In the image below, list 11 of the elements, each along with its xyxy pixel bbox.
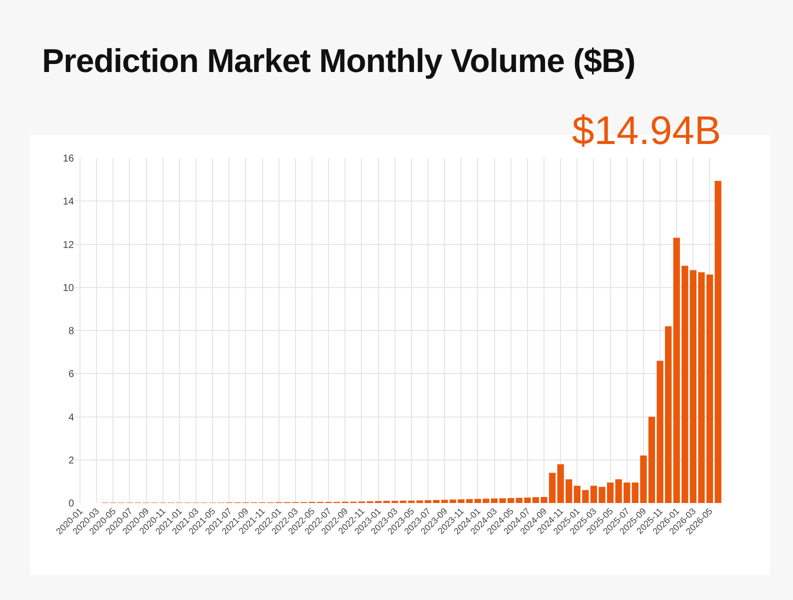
y-tick-label: 14 <box>62 196 74 208</box>
y-tick-label: 4 <box>68 412 74 424</box>
chart-title: Prediction Market Monthly Volume ($B) <box>42 42 636 80</box>
y-tick-label: 6 <box>68 369 74 380</box>
y-tick-label: 10 <box>62 282 74 294</box>
text: $14.94B <box>572 109 722 153</box>
y-tick-label: 0 <box>68 498 74 510</box>
y-tick-label: 16 <box>62 154 74 164</box>
y-tick-label: 12 <box>62 240 74 251</box>
y-tick-label: 2 <box>68 455 74 466</box>
y-tick-label: 8 <box>68 326 74 337</box>
